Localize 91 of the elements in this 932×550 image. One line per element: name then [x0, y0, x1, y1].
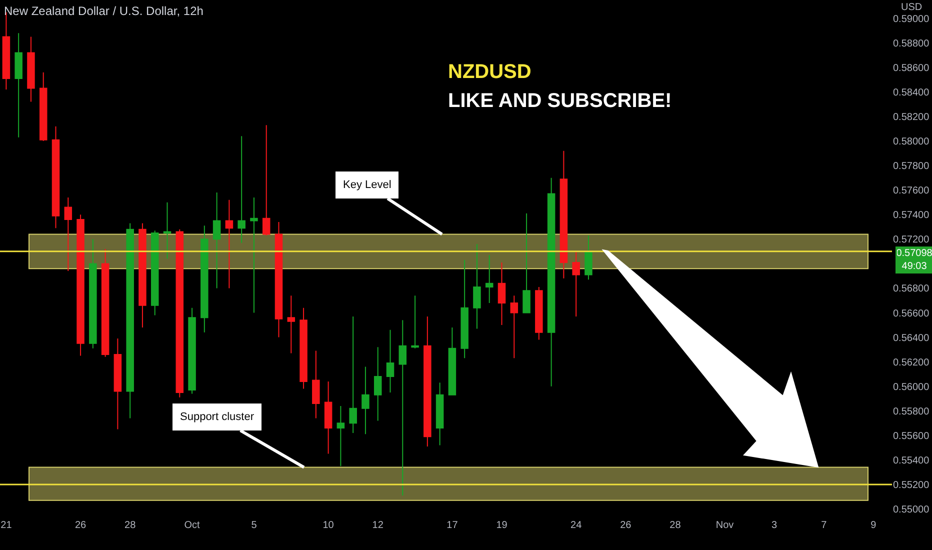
- candlestick: [572, 250, 580, 317]
- candlestick: [584, 234, 592, 280]
- y-tick-label: 0.58400: [893, 87, 930, 98]
- candlestick: [398, 320, 407, 496]
- candlestick: [547, 177, 556, 387]
- text: NZDUSD: [448, 61, 532, 83]
- y-tick-label: 0.55200: [893, 480, 930, 491]
- candlestick: [560, 150, 568, 279]
- candlestick: [312, 350, 320, 419]
- y-tick-label: 0.58800: [893, 38, 930, 50]
- y-tick-label: 0.58000: [893, 136, 930, 148]
- text: 0.57098: [896, 248, 932, 259]
- x-tick-label: 3: [772, 520, 778, 531]
- x-tick-label: 9: [870, 520, 877, 531]
- candlestick: [300, 307, 308, 390]
- y-tick-label: 0.57600: [893, 186, 930, 197]
- x-tick-label: 10: [322, 520, 334, 531]
- candlestick: [212, 192, 221, 289]
- candlestick: [485, 254, 494, 304]
- y-tick-label: 0.59000: [893, 14, 930, 25]
- chart-title: New Zealand Dollar / U.S. Dollar, 12h: [4, 4, 204, 18]
- candlestick: [473, 244, 481, 330]
- candlestick: [238, 136, 246, 244]
- candlestick: [336, 405, 345, 467]
- y-tick-label: 0.56400: [893, 332, 930, 344]
- x-tick-label: Oct: [184, 520, 200, 531]
- y-tick-label: 0.55400: [893, 455, 930, 466]
- y-tick-label: 0.57200: [893, 234, 930, 246]
- y-tick-label: 0.56200: [893, 357, 930, 368]
- y-tick-label: 0.58200: [893, 112, 930, 124]
- candlestick: [150, 230, 159, 316]
- candlestick: [114, 338, 122, 430]
- candlestick: [349, 316, 357, 434]
- candlestick: [535, 286, 543, 340]
- candlestick: [76, 214, 84, 356]
- candlestick: [498, 262, 506, 326]
- candlestick: [324, 380, 332, 454]
- y-tick-label: 0.56600: [893, 308, 930, 320]
- y-axis-title: USD: [901, 2, 922, 13]
- candlestick: [362, 366, 370, 435]
- candlestick: [14, 32, 22, 138]
- x-tick-label: 19: [496, 520, 508, 531]
- x-tick-label: Nov: [716, 520, 734, 531]
- candlestick: [176, 228, 184, 398]
- candlestick: [510, 295, 518, 359]
- x-tick-label: 12: [372, 520, 384, 531]
- candlestick: [411, 295, 419, 349]
- annotation: LIKE AND SUBSCRIBE!: [448, 90, 672, 112]
- candlestick: [374, 346, 382, 422]
- candlestick: [126, 222, 134, 419]
- y-tick-label: 0.56000: [893, 382, 930, 393]
- candlestick: [460, 260, 468, 359]
- y-tick-label: 0.56800: [893, 284, 930, 295]
- candlestick: [424, 316, 432, 447]
- candlestick: [64, 196, 72, 272]
- y-tick-label: 0.55600: [893, 430, 930, 442]
- x-tick-label: 17: [446, 520, 458, 531]
- candlestick: [200, 225, 208, 333]
- x-tick-label: 28: [124, 520, 136, 531]
- candlestick: [386, 329, 394, 393]
- text: 49:03: [902, 261, 928, 272]
- y-tick-label: 0.57400: [893, 210, 930, 222]
- candlestick: [27, 36, 35, 102]
- candlestick: [89, 238, 97, 349]
- y-tick-label: 0.55000: [893, 504, 930, 516]
- x-tick-label: 26: [620, 520, 632, 531]
- candlestick: [274, 222, 283, 338]
- candlestick: [52, 126, 60, 229]
- x-tick-label: 5: [251, 520, 258, 531]
- x-tick-label: 24: [570, 520, 582, 531]
- x-tick-label: 21: [0, 520, 12, 531]
- candlestick: [262, 124, 270, 236]
- x-tick-label: 28: [670, 520, 682, 531]
- y-tick-label: 0.58600: [893, 62, 930, 74]
- x-tick-label: 26: [74, 520, 87, 531]
- y-tick-label: 0.57800: [893, 161, 930, 172]
- band-label: Support cluster: [180, 411, 254, 423]
- candlestick: [163, 202, 172, 260]
- candlestick: [522, 212, 530, 314]
- band-label: Key Level: [343, 179, 392, 191]
- candlestick: [101, 248, 110, 358]
- y-tick-label: 0.55800: [893, 406, 930, 418]
- candlestick: [39, 72, 48, 142]
- candlestick: [188, 307, 196, 394]
- x-tick-label: 7: [821, 520, 828, 531]
- candlestick: [287, 295, 296, 354]
- candlestick: [138, 222, 146, 328]
- candlestick: [436, 382, 444, 446]
- candlestick: [225, 199, 234, 289]
- candlestick: [250, 196, 258, 314]
- candlestick: [448, 326, 456, 396]
